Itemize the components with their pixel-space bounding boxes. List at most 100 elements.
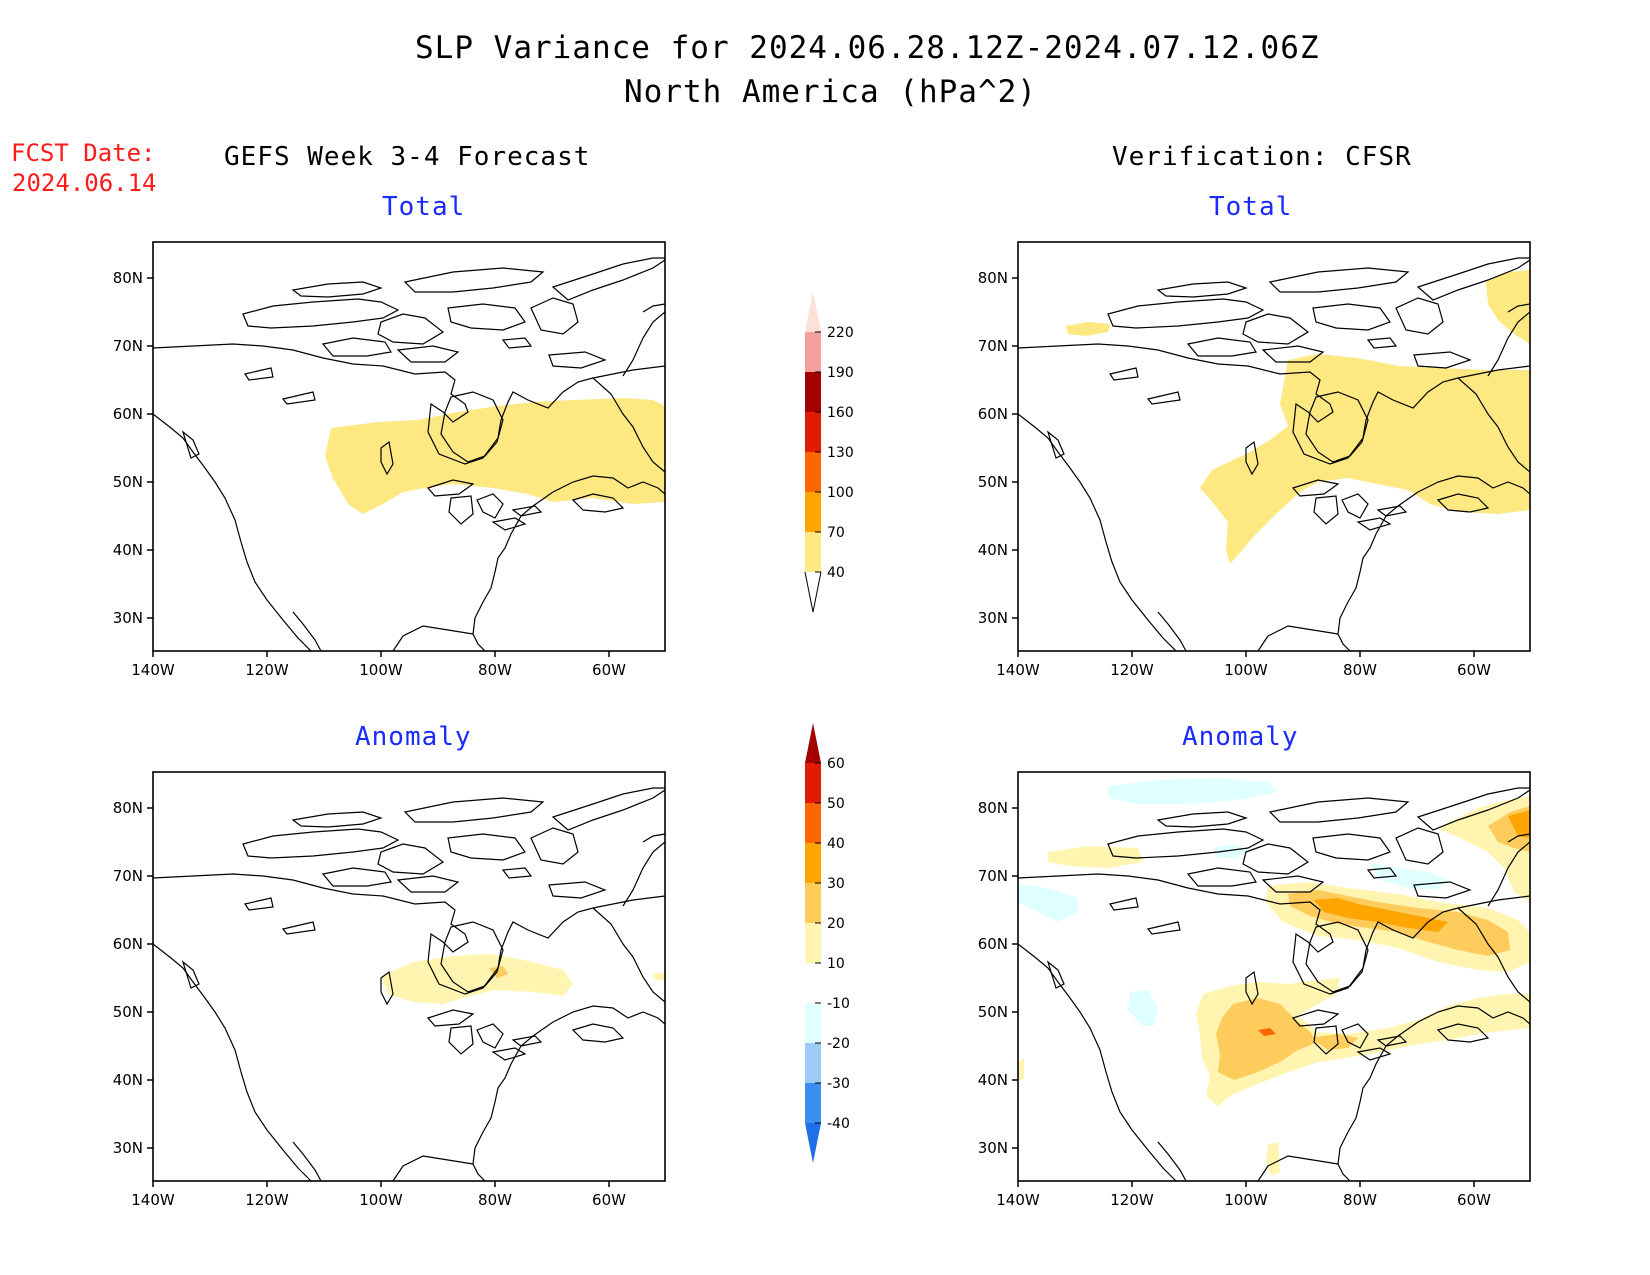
colorbar-segment (805, 843, 821, 883)
left-column-label: GEFS Week 3-4 Forecast (224, 142, 591, 172)
lat-tick-label: 70N (978, 867, 1008, 885)
lat-tick-label: 50N (978, 473, 1008, 491)
colorbar-segment (805, 452, 821, 492)
lon-tick-label: 100W (1224, 1191, 1268, 1209)
colorbar-segment (805, 1043, 821, 1083)
colorbar-segment (805, 372, 821, 412)
shade-anom-neg10 (1018, 884, 1078, 922)
shade-anom-neg10 (1108, 778, 1278, 804)
colorbar-label: 60 (827, 756, 845, 772)
lon-tick-label: 140W (131, 1191, 175, 1209)
shade-anom-neg10 (1368, 862, 1448, 890)
colorbar-label: 160 (827, 405, 854, 421)
colorbar-label: -40 (827, 1116, 850, 1132)
shade-total-40-70 (325, 398, 665, 514)
shade-anom-neg10 (1128, 990, 1158, 1026)
lat-tick-label: 60N (113, 405, 143, 423)
lat-tick-label: 60N (978, 935, 1008, 953)
lat-tick-label: 40N (978, 541, 1008, 559)
colorbar-segment (805, 923, 821, 963)
colorbar-segment (805, 963, 821, 1003)
shade-total-40-70 (1066, 322, 1110, 336)
lat-tick-label: 30N (978, 609, 1008, 627)
colorbar-upper-triangle (805, 723, 821, 763)
shade-anom-10-20 (1018, 1058, 1024, 1082)
lon-tick-label: 140W (131, 661, 175, 679)
colorbar-segment (805, 883, 821, 923)
lon-tick-label: 80W (1343, 661, 1377, 679)
axis-labels: 80N 70N 60N 50N 40N 30N 140W 120W 100W 80W 60W 80N 7… (113, 269, 1491, 1209)
colorbar-segment (805, 1003, 821, 1043)
map-verif-total (1011, 241, 1531, 658)
lon-tick-label: 140W (996, 661, 1040, 679)
lat-tick-label: 70N (978, 337, 1008, 355)
colorbar-segment (805, 492, 821, 532)
shade-anom-10-20 (1048, 846, 1143, 868)
colorbar-label: 40 (827, 836, 845, 852)
colorbar-anomaly: -40 -30 -20 -10 10 20 30 40 50 60 (805, 723, 850, 1163)
lat-tick-label: 60N (113, 935, 143, 953)
lon-tick-label: 60W (592, 661, 626, 679)
lat-tick-label: 70N (113, 867, 143, 885)
shade-anom-20-30 (489, 966, 508, 978)
lon-tick-label: 60W (592, 1191, 626, 1209)
lat-tick-label: 50N (113, 473, 143, 491)
colorbar-segment (805, 1083, 821, 1123)
fcst-date-value: 2024.06.14 (12, 169, 157, 197)
shade-anom-20-30 (1216, 998, 1318, 1080)
colorbar-label: -30 (827, 1076, 850, 1092)
colorbar-label: 130 (827, 445, 854, 461)
colorbar-lower-triangle (804, 571, 822, 613)
lon-tick-label: 60W (1457, 1191, 1491, 1209)
fcst-date-label: FCST Date: (11, 139, 156, 167)
colorbar-label: 40 (827, 565, 845, 581)
lat-tick-label: 80N (113, 799, 143, 817)
colorbar-label: 220 (827, 325, 854, 341)
lon-tick-label: 100W (359, 1191, 403, 1209)
panel-title-verif-anomaly: Anomaly (1182, 722, 1299, 752)
lon-tick-label: 60W (1457, 661, 1491, 679)
lat-tick-label: 80N (113, 269, 143, 287)
map-forecast-total (146, 241, 666, 658)
colorbar-segment (805, 763, 821, 803)
lat-tick-label: 60N (978, 405, 1008, 423)
map-forecast-anomaly (146, 771, 666, 1188)
panel-title-verif-total: Total (1209, 192, 1293, 222)
panel-title-forecast-anomaly: Anomaly (355, 722, 472, 752)
lat-tick-label: 40N (113, 1071, 143, 1089)
colorbar-label: 190 (827, 365, 854, 381)
colorbar-segment (805, 332, 821, 372)
colorbar-label: 50 (827, 796, 845, 812)
colorbar-segment (805, 803, 821, 843)
lat-tick-label: 30N (978, 1139, 1008, 1157)
shade-anom-neg10 (1213, 844, 1248, 858)
chart-title: SLP Variance for 2024.06.28.12Z-2024.07.… (415, 30, 1320, 66)
lat-tick-label: 30N (113, 609, 143, 627)
shade-total-40-70 (1200, 354, 1530, 564)
colorbar-label: -20 (827, 1036, 850, 1052)
lon-tick-label: 120W (245, 1191, 289, 1209)
lon-tick-label: 120W (1110, 661, 1154, 679)
shade-anom-10-20 (653, 972, 665, 980)
lat-tick-label: 70N (113, 337, 143, 355)
shade-total-40-70 (1486, 270, 1530, 344)
lat-tick-label: 80N (978, 799, 1008, 817)
colorbar-label: 10 (827, 956, 845, 972)
lon-tick-label: 120W (1110, 1191, 1154, 1209)
right-column-label: Verification: CFSR (1112, 142, 1412, 172)
shade-anom-30-40 (1508, 810, 1530, 838)
lon-tick-label: 80W (478, 661, 512, 679)
lon-tick-label: 140W (996, 1191, 1040, 1209)
shade-anom-30-40 (1314, 898, 1448, 932)
colorbar-segment (805, 532, 821, 572)
chart-subtitle: North America (hPa^2) (624, 74, 1037, 110)
colorbar-label: 70 (827, 525, 845, 541)
lon-tick-label: 80W (1343, 1191, 1377, 1209)
shade-anom-10-20 (1266, 1142, 1280, 1176)
colorbar-label: 30 (827, 876, 845, 892)
lat-tick-label: 40N (113, 541, 143, 559)
lon-tick-label: 100W (359, 661, 403, 679)
lat-tick-label: 50N (978, 1003, 1008, 1021)
colorbar-label: 20 (827, 916, 845, 932)
